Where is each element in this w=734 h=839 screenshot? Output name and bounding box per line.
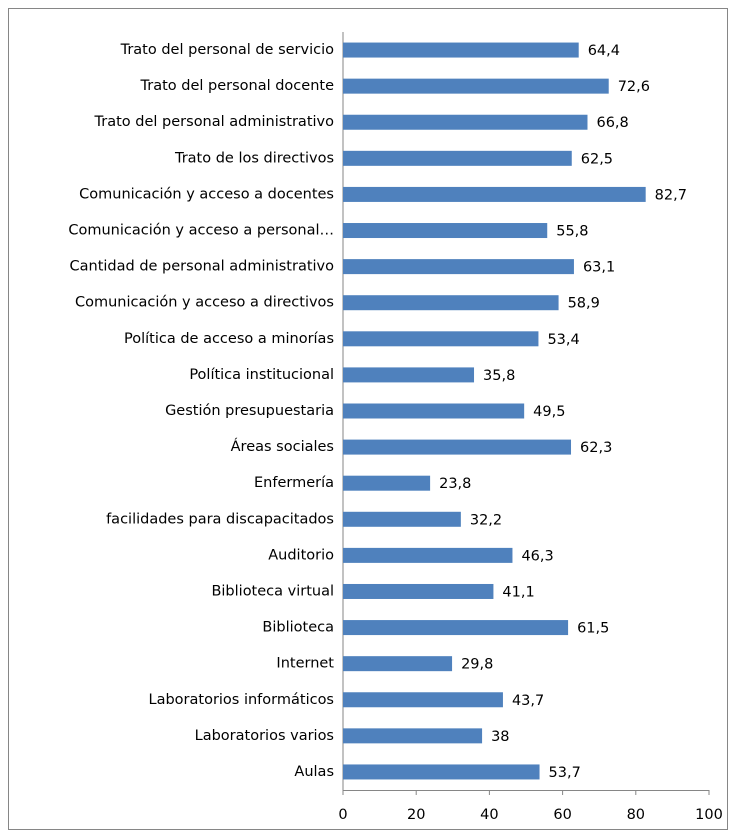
bar <box>343 78 609 94</box>
bar <box>343 186 646 202</box>
y-tick-label: Comunicación y acceso a docentes <box>79 186 334 202</box>
bar <box>343 114 588 130</box>
bar <box>343 728 483 744</box>
bar <box>343 259 574 275</box>
bar <box>343 403 525 419</box>
y-tick-label: Trato del personal de servicio <box>120 42 335 58</box>
y-tick-label: Áreas sociales <box>231 438 334 455</box>
y-tick-label: Laboratorios varios <box>195 728 334 744</box>
y-tick-label: Biblioteca <box>262 620 334 636</box>
data-label: 64,4 <box>588 43 620 59</box>
data-label: 66,8 <box>596 115 628 131</box>
data-label: 32,2 <box>470 512 502 528</box>
data-label: 41,1 <box>502 584 534 600</box>
x-tick-label: 60 <box>553 807 571 823</box>
bar <box>343 223 548 239</box>
bar <box>343 620 569 636</box>
y-tick-label: Enfermería <box>254 475 334 491</box>
data-label: 49,5 <box>533 404 565 420</box>
y-tick-label: Trato del personal docente <box>140 78 335 94</box>
data-label: 62,5 <box>581 151 613 167</box>
bar <box>343 656 453 672</box>
bar <box>343 692 503 708</box>
x-tick-label: 20 <box>407 807 425 823</box>
data-label: 38 <box>491 729 509 745</box>
bar <box>343 331 539 347</box>
x-tick-label: 80 <box>627 807 645 823</box>
y-tick-label: Trato de los directivos <box>174 150 334 166</box>
data-label: 63,1 <box>583 260 615 276</box>
bar <box>343 295 559 311</box>
y-tick-label: Gestión presupuestaria <box>165 403 334 419</box>
bar <box>343 42 579 58</box>
y-tick-label: Política institucional <box>189 367 334 383</box>
data-label: 55,8 <box>556 224 588 240</box>
bar <box>343 583 494 599</box>
bar <box>343 475 431 491</box>
x-tick-label: 100 <box>695 807 723 823</box>
y-tick-label: Laboratorios informáticos <box>149 692 335 708</box>
bar <box>343 367 475 383</box>
y-tick-label: Comunicación y acceso a personal… <box>68 223 334 239</box>
y-tick-label: Cantidad de personal administrativo <box>70 259 335 275</box>
data-label: 61,5 <box>577 621 609 637</box>
data-label: 62,3 <box>580 440 612 456</box>
y-tick-label: Biblioteca virtual <box>211 583 334 599</box>
data-label: 43,7 <box>512 693 544 709</box>
data-label: 35,8 <box>483 368 515 384</box>
data-label: 53,4 <box>547 332 579 348</box>
data-label: 29,8 <box>461 657 493 673</box>
y-tick-label: Trato del personal administrativo <box>94 114 335 130</box>
bar <box>343 764 540 780</box>
data-label: 46,3 <box>521 548 553 564</box>
bar <box>343 439 572 455</box>
bar <box>343 547 513 563</box>
data-label: 53,7 <box>549 765 581 781</box>
y-tick-label: Internet <box>276 656 334 672</box>
y-tick-label: Política de acceso a minorías <box>124 331 334 347</box>
x-tick-label: 0 <box>338 807 347 823</box>
bar <box>343 150 572 166</box>
bar <box>343 511 461 527</box>
y-tick-label: facilidades para discapacitados <box>106 511 334 527</box>
data-label: 23,8 <box>439 476 471 492</box>
y-tick-label: Aulas <box>294 764 334 780</box>
y-tick-label: Auditorio <box>268 547 334 563</box>
x-tick-label: 40 <box>480 807 498 823</box>
data-label: 58,9 <box>568 296 600 312</box>
data-label: 82,7 <box>655 187 687 203</box>
data-label: 72,6 <box>618 79 650 95</box>
y-tick-label: Comunicación y acceso a directivos <box>75 295 334 311</box>
